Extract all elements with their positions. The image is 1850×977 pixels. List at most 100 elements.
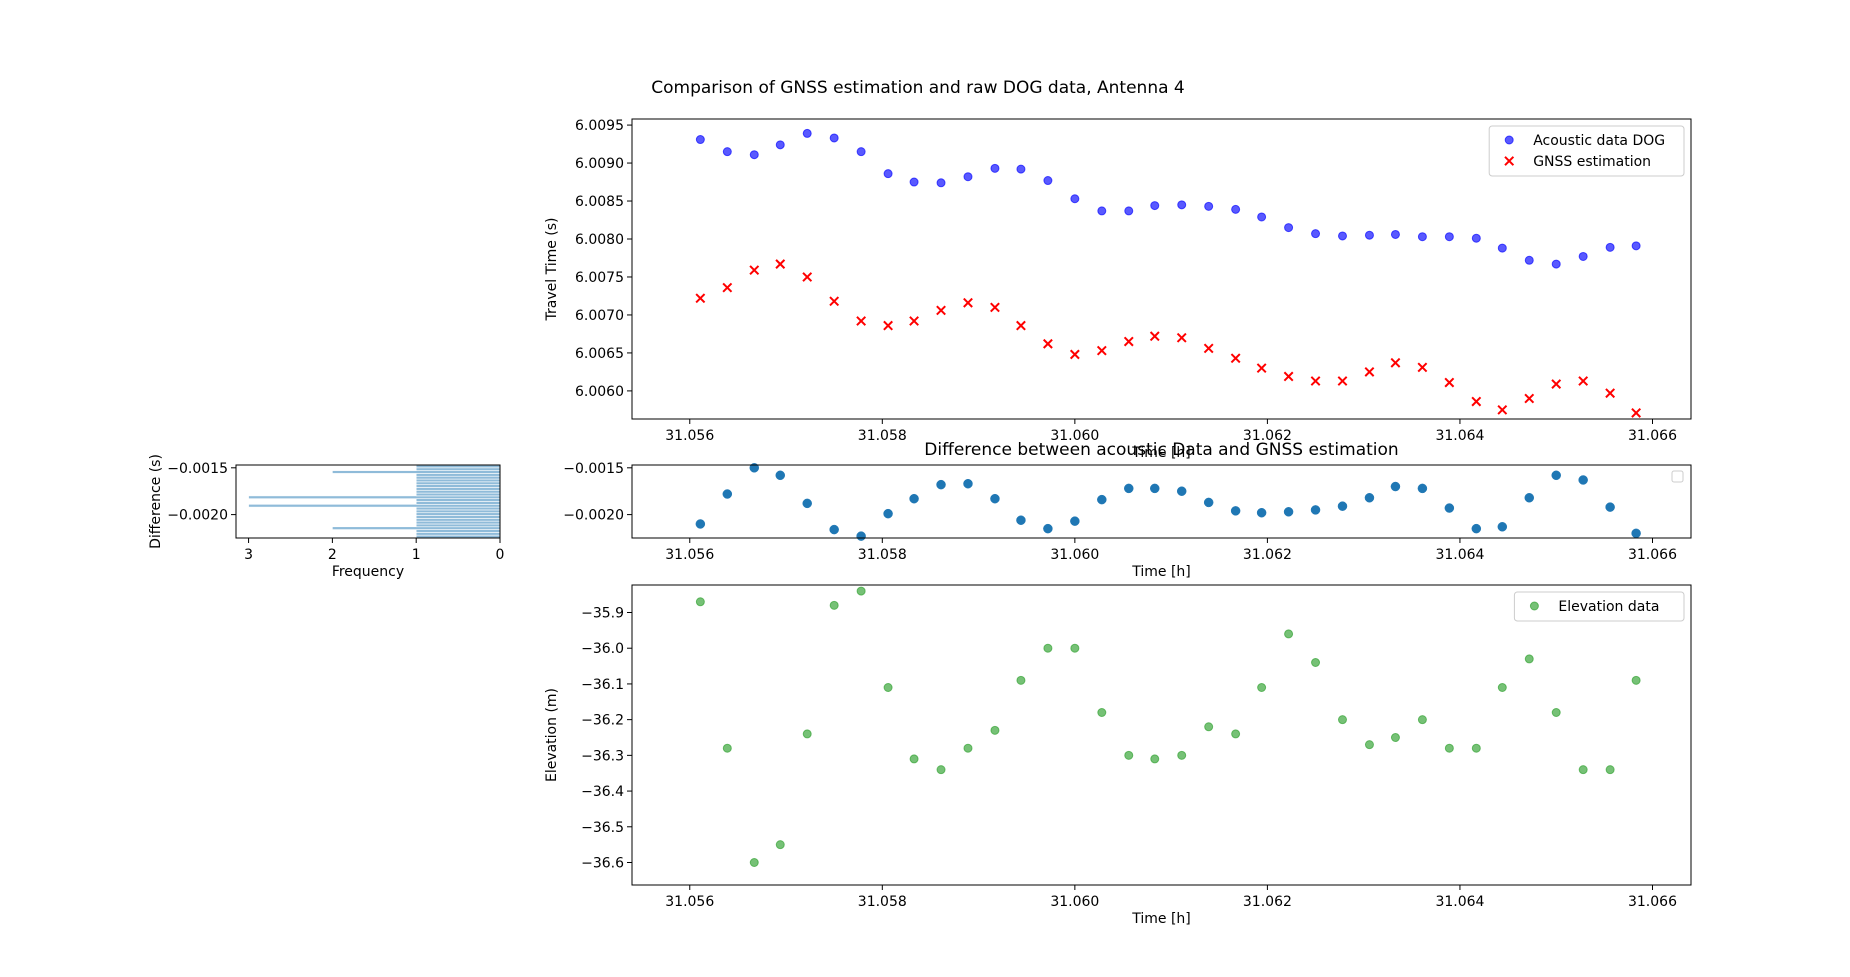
histogram-bar [415, 523, 501, 528]
gnss-point [1444, 377, 1455, 388]
acoustic-point [1631, 241, 1641, 251]
y-axis-label: Elevation (m) [544, 688, 560, 782]
gnss-point [1551, 379, 1562, 389]
difference-point [829, 524, 839, 535]
difference-point [1124, 483, 1134, 494]
legend-marker-circle [1504, 135, 1514, 145]
elevation-point [1097, 708, 1107, 717]
difference-point [1256, 507, 1267, 518]
difference-point [722, 489, 733, 499]
elevation-point [1016, 675, 1026, 685]
elevation-point [1231, 729, 1241, 739]
elevation-point [1444, 743, 1454, 753]
gnss-point [775, 259, 786, 269]
elevation-point [1337, 715, 1347, 725]
legend-marker-circle [1529, 601, 1539, 611]
acoustic-point [829, 133, 839, 143]
histogram-bar [415, 475, 501, 480]
empty-legend-box [1671, 470, 1684, 483]
axes-frame [235, 464, 501, 539]
elevation-point [749, 858, 759, 867]
x-tick-label: 31.066 [1628, 428, 1677, 444]
y-tick-label: −36.2 [581, 713, 624, 729]
difference-point [936, 479, 946, 490]
x-tick-label: 1 [412, 547, 421, 563]
elevation-point [722, 743, 732, 753]
histogram-bar [415, 473, 501, 477]
difference-point [1337, 501, 1348, 511]
elevation-point [963, 743, 973, 753]
x-tick-label: 31.066 [1628, 894, 1677, 910]
elevation-point [1390, 733, 1400, 742]
y-tick-label: −36.0 [581, 641, 624, 657]
acoustic-point [1070, 194, 1080, 204]
axes-frame [631, 584, 1692, 886]
difference-point [1578, 475, 1588, 485]
x-tick-label: 31.064 [1435, 547, 1484, 563]
acoustic-point [1524, 255, 1534, 265]
y-tick-label: −0.0020 [167, 508, 228, 524]
acoustic-point [909, 177, 919, 187]
acoustic-point [1417, 232, 1427, 242]
elevation-point [936, 765, 946, 775]
y-tick-label: 6.0075 [575, 270, 624, 286]
elevation-point [856, 586, 866, 596]
difference-point [883, 508, 893, 519]
elevation-chart: 31.056 31.058 31.060 31.062 31.064 31.066 −36.… [544, 584, 1692, 927]
difference-chart-title: Difference between acoustic Data and GNS… [924, 440, 1398, 460]
histogram-bar [415, 492, 501, 497]
histogram-bar [332, 526, 501, 530]
histogram-bar [415, 515, 501, 519]
gnss-point [1149, 331, 1160, 342]
acoustic-point [1177, 200, 1187, 210]
gnss-point [1310, 376, 1321, 386]
elevation-point [829, 600, 839, 610]
legend-label: Acoustic data DOG [1533, 133, 1665, 149]
gnss-point [1069, 349, 1080, 360]
acoustic-point [775, 140, 785, 150]
y-tick-label: 6.0060 [575, 384, 624, 400]
y-tick-label: 6.0080 [575, 232, 624, 248]
gnss-point [990, 302, 1000, 313]
histogram-bar [332, 470, 501, 474]
difference-point [856, 531, 866, 541]
y-tick-label: 6.0085 [575, 194, 624, 210]
difference-point [1230, 506, 1241, 516]
difference-point [1283, 507, 1294, 517]
elevation-point [1204, 722, 1214, 732]
histogram-bar [415, 501, 501, 505]
elevation-point [1311, 658, 1321, 667]
difference-point [1070, 516, 1080, 526]
difference-point [1417, 483, 1428, 494]
elevation-point [802, 729, 812, 739]
x-tick-label: 31.056 [665, 547, 714, 563]
x-axis-label: Time [h] [1131, 445, 1191, 461]
acoustic-point [990, 163, 1000, 173]
acoustic-point [1337, 231, 1347, 241]
elevation-point [1524, 654, 1534, 664]
acoustic-point [695, 135, 705, 145]
chart-title: Comparison of GNSS estimation and raw DO… [651, 78, 1184, 98]
x-tick-label: 31.056 [665, 894, 714, 910]
histogram-bar [415, 518, 501, 522]
elevation-point [883, 683, 893, 692]
histogram-bar [415, 498, 501, 502]
axes-frame [631, 464, 1692, 539]
acoustic-point [1390, 229, 1400, 239]
acoustic-point [963, 172, 973, 182]
gnss-point [1096, 345, 1107, 356]
difference-point [1497, 522, 1508, 532]
histogram-bar [248, 495, 501, 499]
gnss-point [856, 316, 867, 326]
gnss-point [1337, 376, 1348, 386]
gnss-point [883, 320, 893, 331]
x-tick-label: 31.058 [858, 894, 907, 910]
acoustic-point [1284, 223, 1294, 233]
gnss-point [1283, 371, 1294, 382]
x-axis-label: Time [h] [1131, 911, 1191, 927]
legend-label: GNSS estimation [1533, 154, 1651, 170]
elevation-point [1043, 643, 1053, 653]
x-tick-label: 31.064 [1435, 428, 1484, 444]
difference-point [1203, 497, 1214, 508]
gnss-point [722, 282, 733, 293]
